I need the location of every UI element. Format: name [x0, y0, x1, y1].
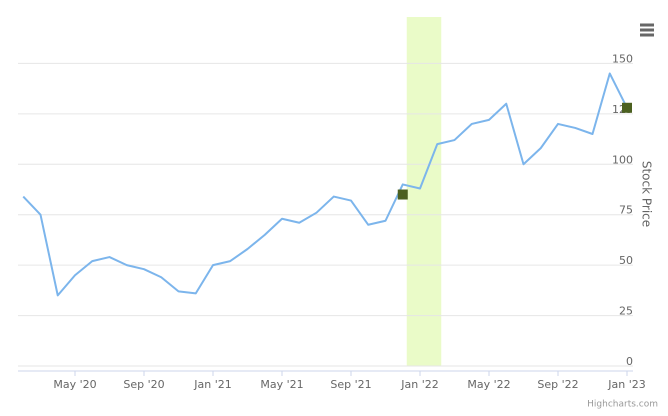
y-tick-label: 25 [619, 305, 633, 318]
y-tick-label: 50 [619, 254, 633, 267]
x-tick-label: Sep '22 [537, 378, 578, 391]
y-tick-label: 100 [612, 153, 633, 166]
flag-marker [397, 189, 408, 200]
x-tick-label: May '22 [467, 378, 510, 391]
highlight-band [406, 17, 442, 366]
flag-marker [622, 102, 632, 113]
y-tick-label: 0 [626, 355, 633, 368]
x-tick-label: May '21 [260, 378, 303, 391]
x-tick-label: Jan '21 [193, 378, 231, 391]
x-tick-label: Jan '23 [607, 378, 645, 391]
price-line [22, 72, 628, 297]
x-tick-label: May '20 [53, 378, 96, 391]
x-tick-label: Sep '20 [123, 378, 164, 391]
y-axis-title: Stock Price [640, 161, 654, 227]
y-tick-label: 150 [612, 52, 633, 65]
menu-button[interactable] [636, 20, 656, 40]
x-tick-label: Jan '22 [400, 378, 438, 391]
y-tick-label: 75 [619, 204, 633, 217]
credits: Highcharts.com [587, 400, 658, 410]
x-tick-label: Sep '21 [330, 378, 371, 391]
